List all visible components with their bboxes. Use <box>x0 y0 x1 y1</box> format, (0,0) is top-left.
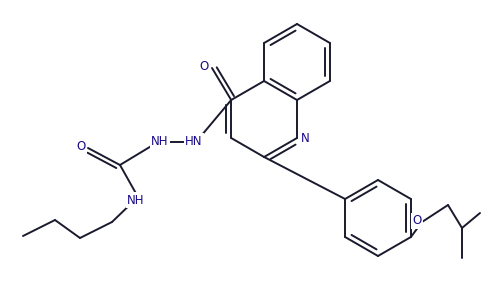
Text: N: N <box>300 131 309 145</box>
Text: O: O <box>76 139 86 153</box>
Text: HN: HN <box>185 135 202 147</box>
Text: NH: NH <box>127 193 144 206</box>
Text: O: O <box>199 60 208 72</box>
Text: O: O <box>411 214 421 227</box>
Text: NH: NH <box>151 135 168 147</box>
